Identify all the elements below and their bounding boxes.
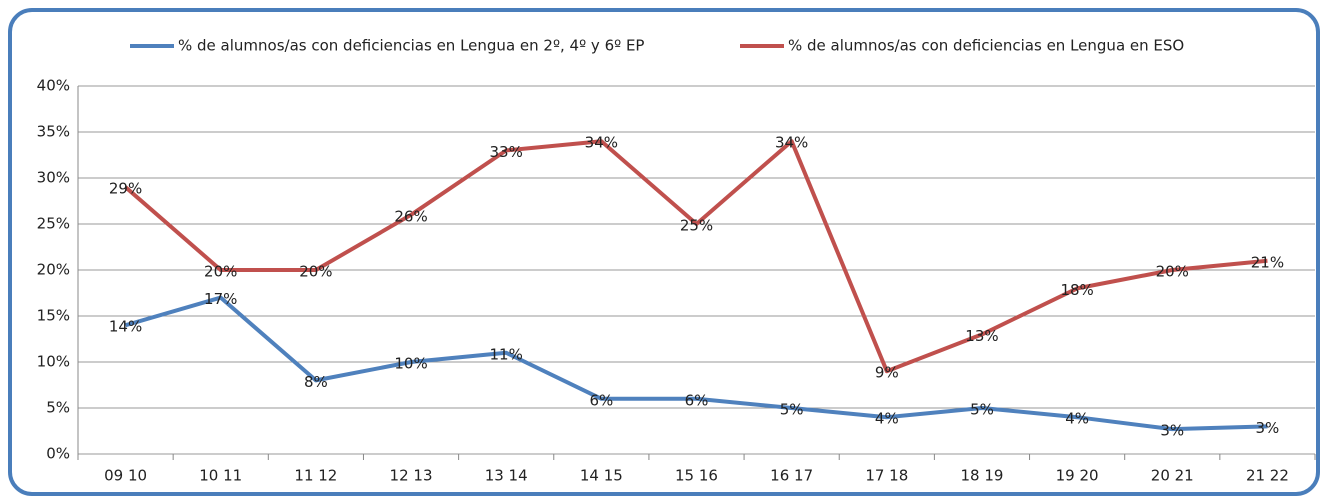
y-tick-label: 40% — [37, 77, 70, 95]
data-label: 25% — [680, 217, 713, 235]
data-label: 13% — [965, 327, 998, 345]
chart-frame — [8, 8, 1320, 496]
legend-label: % de alumnos/as con deficiencias en Leng… — [178, 37, 644, 55]
data-label: 5% — [780, 401, 804, 419]
data-label: 4% — [875, 410, 899, 428]
data-label: 20% — [299, 263, 332, 281]
data-label: 14% — [109, 318, 142, 336]
x-tick-label: 17 18 — [865, 467, 908, 485]
y-tick-label: 10% — [37, 353, 70, 371]
legend-label: % de alumnos/as con deficiencias en Leng… — [788, 37, 1184, 55]
x-tick-label: 16 17 — [770, 467, 813, 485]
data-label: 6% — [685, 391, 709, 409]
data-label: 26% — [394, 207, 427, 225]
x-tick-label: 19 20 — [1056, 467, 1099, 485]
y-tick-label: 5% — [46, 399, 70, 417]
x-tick-label: 11 12 — [294, 467, 337, 485]
series-line — [124, 139, 1268, 374]
y-tick-label: 25% — [37, 215, 70, 233]
data-label: 3% — [1160, 422, 1184, 440]
data-label: 20% — [1156, 263, 1189, 281]
data-label: 8% — [304, 373, 328, 391]
data-label: 6% — [589, 391, 613, 409]
data-label: 17% — [204, 290, 237, 308]
data-label: 9% — [875, 364, 899, 382]
y-tick-label: 15% — [37, 307, 70, 325]
data-label: 33% — [490, 143, 523, 161]
x-tick-label: 14 15 — [580, 467, 623, 485]
data-label: 21% — [1251, 253, 1284, 271]
data-label: 18% — [1060, 281, 1093, 299]
data-label: 20% — [204, 263, 237, 281]
x-tick-label: 13 14 — [485, 467, 528, 485]
data-label: 11% — [490, 345, 523, 363]
data-label: 10% — [394, 355, 427, 373]
y-tick-label: 20% — [37, 261, 70, 279]
series-line — [125, 295, 1268, 432]
x-tick-label: 18 19 — [960, 467, 1003, 485]
data-label: 34% — [775, 134, 808, 152]
y-tick-label: 0% — [46, 445, 70, 463]
data-label: 4% — [1065, 410, 1089, 428]
x-tick-label: 15 16 — [675, 467, 718, 485]
x-tick-label: 10 11 — [199, 467, 242, 485]
y-tick-label: 30% — [37, 169, 70, 187]
data-label: 34% — [585, 134, 618, 152]
x-tick-label: 21 22 — [1246, 467, 1289, 485]
data-label: 5% — [970, 401, 994, 419]
x-tick-label: 20 21 — [1151, 467, 1194, 485]
x-tick-label: 12 13 — [390, 467, 433, 485]
x-tick-label: 09 10 — [104, 467, 147, 485]
y-tick-label: 35% — [37, 123, 70, 141]
data-label: 3% — [1256, 419, 1280, 437]
data-label: 29% — [109, 180, 142, 198]
